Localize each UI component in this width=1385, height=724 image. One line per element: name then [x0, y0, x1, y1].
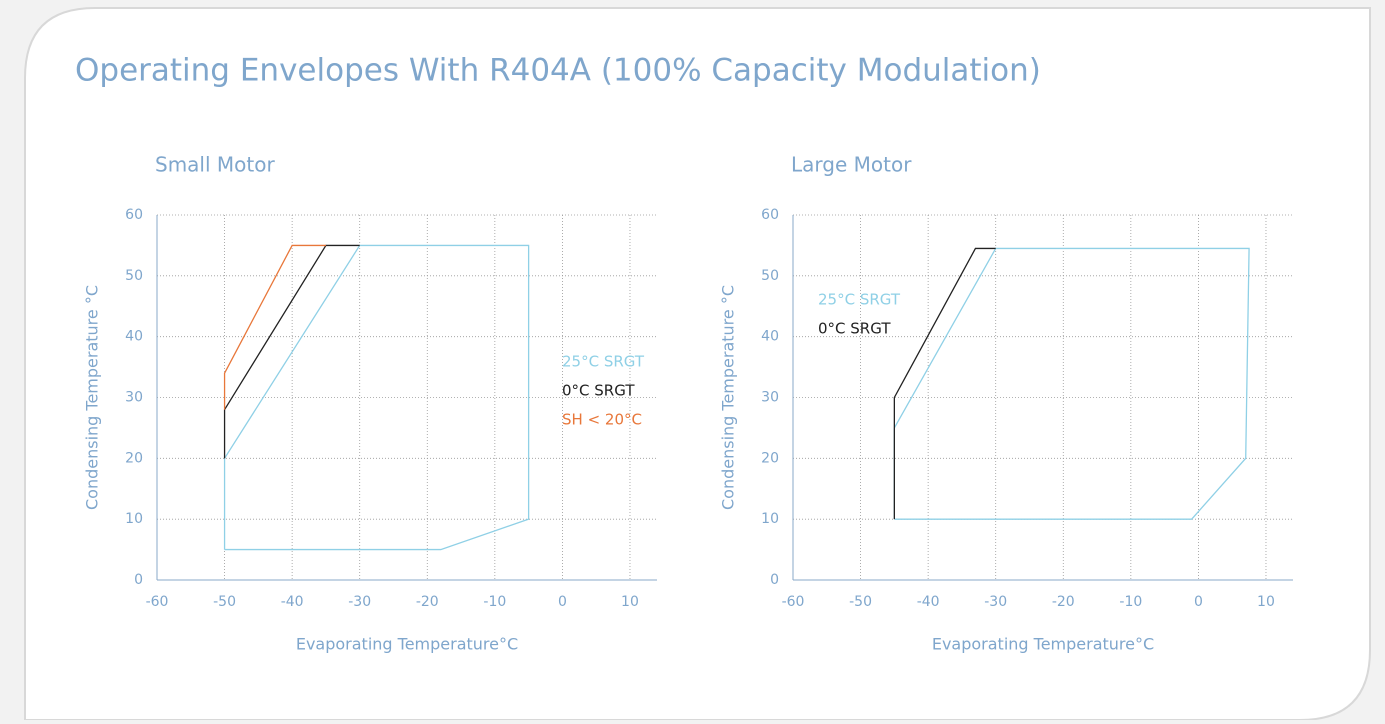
x-axis-label: Evaporating Temperature°C — [296, 635, 518, 654]
card — [24, 7, 1371, 721]
y-tick-label: 0 — [770, 572, 779, 588]
y-tick-label: 20 — [125, 450, 143, 466]
x-axis-label: Evaporating Temperature°C — [932, 635, 1154, 654]
x-tick-label: -30 — [984, 594, 1007, 610]
y-tick-label: 60 — [761, 207, 779, 223]
y-tick-label: 50 — [125, 268, 143, 284]
x-tick-label: 10 — [1257, 594, 1275, 610]
chart-title: Small Motor — [155, 153, 275, 177]
envelope-line — [223, 244, 360, 459]
x-tick-label: -60 — [782, 594, 805, 610]
x-tick-label: 0 — [558, 594, 567, 610]
x-tick-label: -20 — [1052, 594, 1075, 610]
x-tick-label: -10 — [483, 594, 506, 610]
y-tick-label: 40 — [761, 329, 779, 345]
y-axis-label: Condensing Temperature °C — [719, 285, 738, 510]
y-tick-label: 30 — [125, 390, 143, 406]
x-tick-label: -40 — [917, 594, 940, 610]
x-tick-label: -20 — [416, 594, 439, 610]
y-tick-label: 60 — [125, 207, 143, 223]
y-tick-label: 10 — [125, 511, 143, 527]
y-tick-label: 50 — [761, 268, 779, 284]
chart-title: Large Motor — [791, 153, 912, 177]
x-tick-label: -50 — [213, 594, 236, 610]
x-tick-label: -30 — [348, 594, 371, 610]
y-tick-label: 0 — [134, 572, 143, 588]
envelope-line — [893, 247, 996, 520]
envelope-line — [223, 244, 326, 410]
y-tick-label: 10 — [761, 511, 779, 527]
legend-label: 0°C SRGT — [818, 320, 891, 338]
y-tick-label: 20 — [761, 450, 779, 466]
legend-label: SH < 20°C — [562, 411, 642, 429]
page-title: Operating Envelopes With R404A (100% Cap… — [75, 53, 1041, 89]
legend-label: 25°C SRGT — [818, 291, 901, 309]
x-tick-label: 0 — [1194, 594, 1203, 610]
x-tick-label: -10 — [1119, 594, 1142, 610]
x-tick-label: -60 — [146, 594, 169, 610]
y-tick-label: 30 — [761, 390, 779, 406]
y-tick-label: 40 — [125, 329, 143, 345]
legend-label: 0°C SRGT — [562, 382, 635, 400]
x-tick-label: -40 — [281, 594, 304, 610]
x-tick-label: 10 — [621, 594, 639, 610]
legend-label: 25°C SRGT — [562, 353, 645, 371]
x-tick-label: -50 — [849, 594, 872, 610]
y-axis-label: Condensing Temperature °C — [83, 285, 102, 510]
